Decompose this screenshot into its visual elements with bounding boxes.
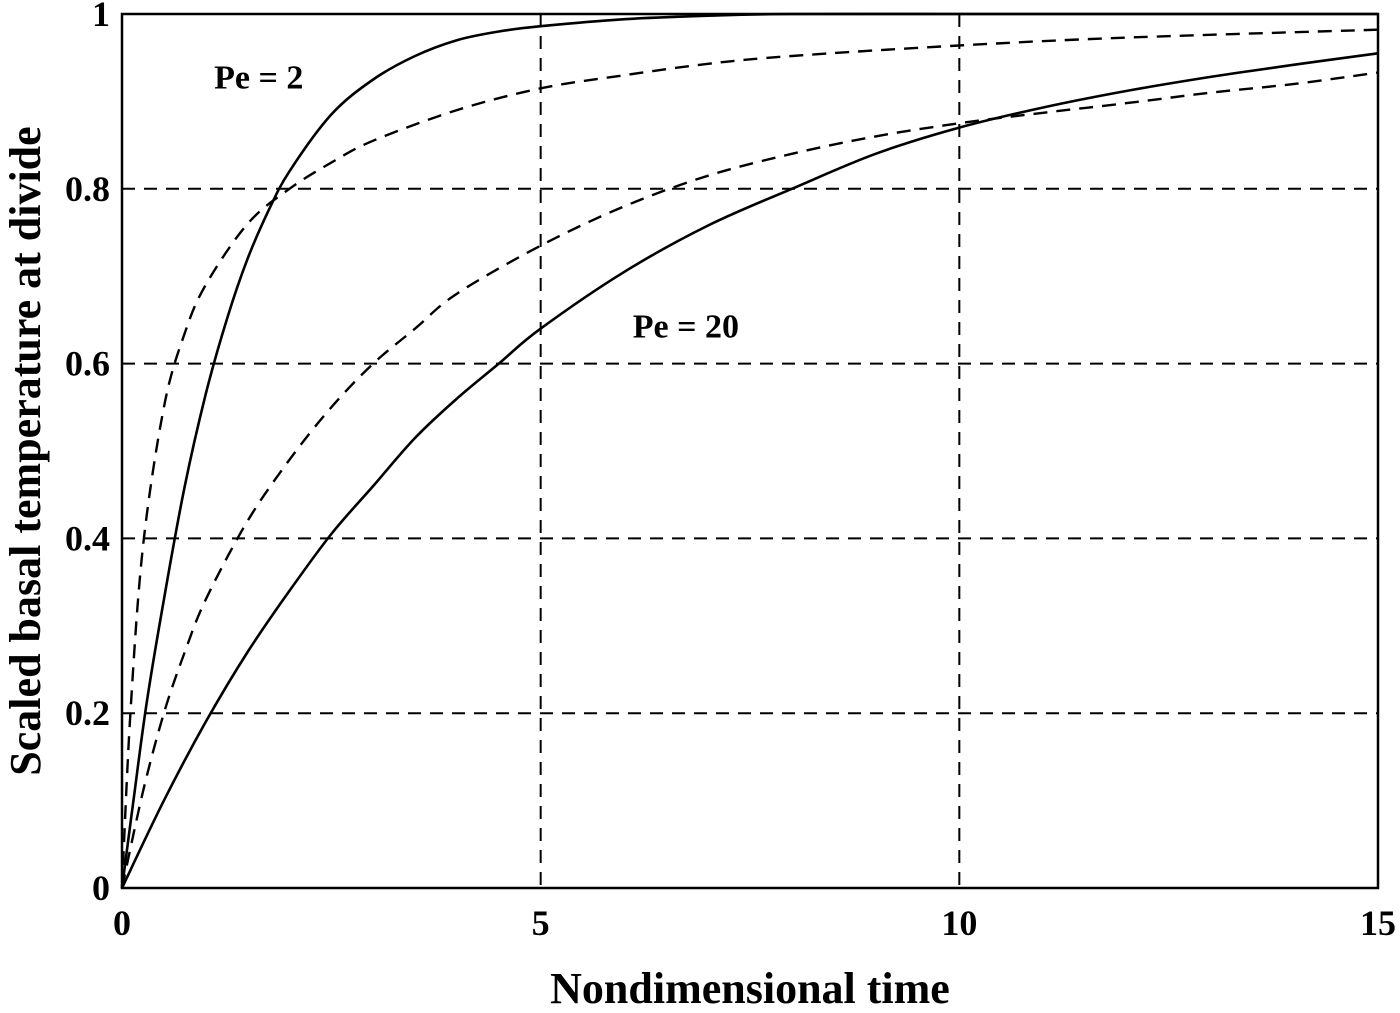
y-tick-label-0: 0	[92, 868, 110, 908]
y-tick-label-5: 1	[92, 0, 110, 34]
x-axis-title: Nondimensional time	[550, 964, 950, 1013]
x-tick-label-2: 10	[941, 903, 977, 943]
y-tick-label-2: 0.4	[65, 518, 110, 558]
y-tick-label-1: 0.2	[65, 693, 110, 733]
y-tick-label-3: 0.6	[65, 344, 110, 384]
series-line-4-dashed	[120, 71, 1379, 889]
series-line-1-solid	[120, 12, 1378, 889]
annotation-0: Pe = 2	[214, 59, 303, 96]
annotation-1: Pe = 20	[633, 308, 739, 345]
x-tick-label-1: 5	[532, 903, 550, 943]
plot-frame	[120, 12, 1380, 890]
y-tick-labels: 0 0.2 0.4 0.6 0.8 1	[65, 0, 110, 908]
grid-lines	[122, 14, 1378, 888]
series-line-2-dashed	[120, 28, 1379, 889]
x-tick-labels: 0 5 10 15	[113, 903, 1396, 943]
y-axis-title: Scaled basal temperature at divide	[1, 126, 50, 775]
series-lines	[120, 12, 1379, 889]
y-tick-label-4: 0.8	[65, 169, 110, 209]
x-tick-label-0: 0	[113, 903, 131, 943]
annotations: Pe = 2 Pe = 20	[214, 59, 739, 345]
x-tick-label-3: 15	[1360, 903, 1396, 943]
series-line-3-solid	[120, 52, 1379, 889]
